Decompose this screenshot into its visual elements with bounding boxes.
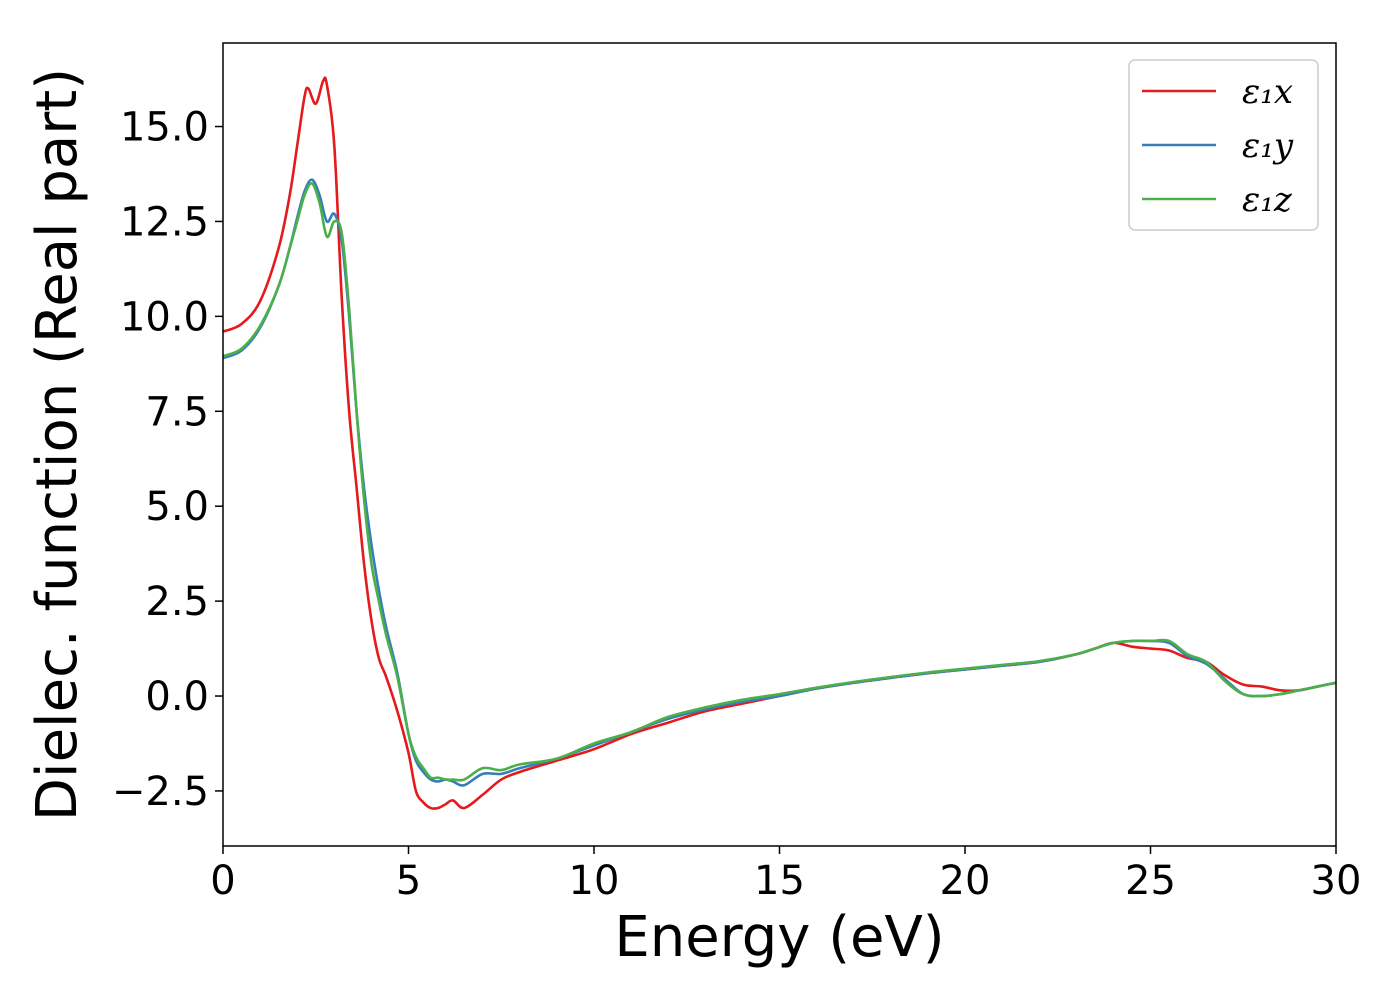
- x-axis: 0 5 10 15 20 25 30: [210, 846, 1361, 904]
- series-layer: [223, 76, 1336, 810]
- y-tick-label: 2.5: [145, 579, 209, 625]
- legend-label-eps1z: ε₁z: [1242, 180, 1293, 220]
- y-axis-label: Dielec. function (Real part): [25, 68, 90, 821]
- x-tick-label: 15: [754, 858, 805, 904]
- x-tick-label: 10: [569, 858, 620, 904]
- y-tick-label: 7.5: [145, 389, 209, 435]
- series-line-eps1x: [223, 76, 1336, 810]
- x-tick-label: 20: [940, 858, 991, 904]
- y-tick-label: −2.5: [112, 769, 209, 815]
- legend-frame: [1128, 59, 1319, 231]
- legend: ε₁x ε₁y ε₁z: [1128, 59, 1319, 231]
- y-tick-label: 12.5: [120, 199, 209, 245]
- series-line-eps1z: [223, 182, 1336, 782]
- x-axis-label: Energy (eV): [614, 905, 944, 970]
- legend-label-eps1y: ε₁y: [1242, 126, 1294, 166]
- x-tick-label: 25: [1125, 858, 1176, 904]
- y-tick-label: 10.0: [120, 294, 209, 340]
- legend-label-eps1x: ε₁x: [1242, 72, 1293, 112]
- y-axis: −2.5 0.0 2.5 5.0 7.5 10.0 12.5 15.0: [112, 105, 223, 815]
- y-tick-label: 0.0: [145, 674, 209, 720]
- x-tick-label: 5: [396, 858, 421, 904]
- x-tick-label: 0: [210, 858, 235, 904]
- x-tick-label: 30: [1311, 858, 1362, 904]
- y-tick-label: 5.0: [145, 484, 209, 530]
- y-tick-label: 15.0: [120, 105, 209, 151]
